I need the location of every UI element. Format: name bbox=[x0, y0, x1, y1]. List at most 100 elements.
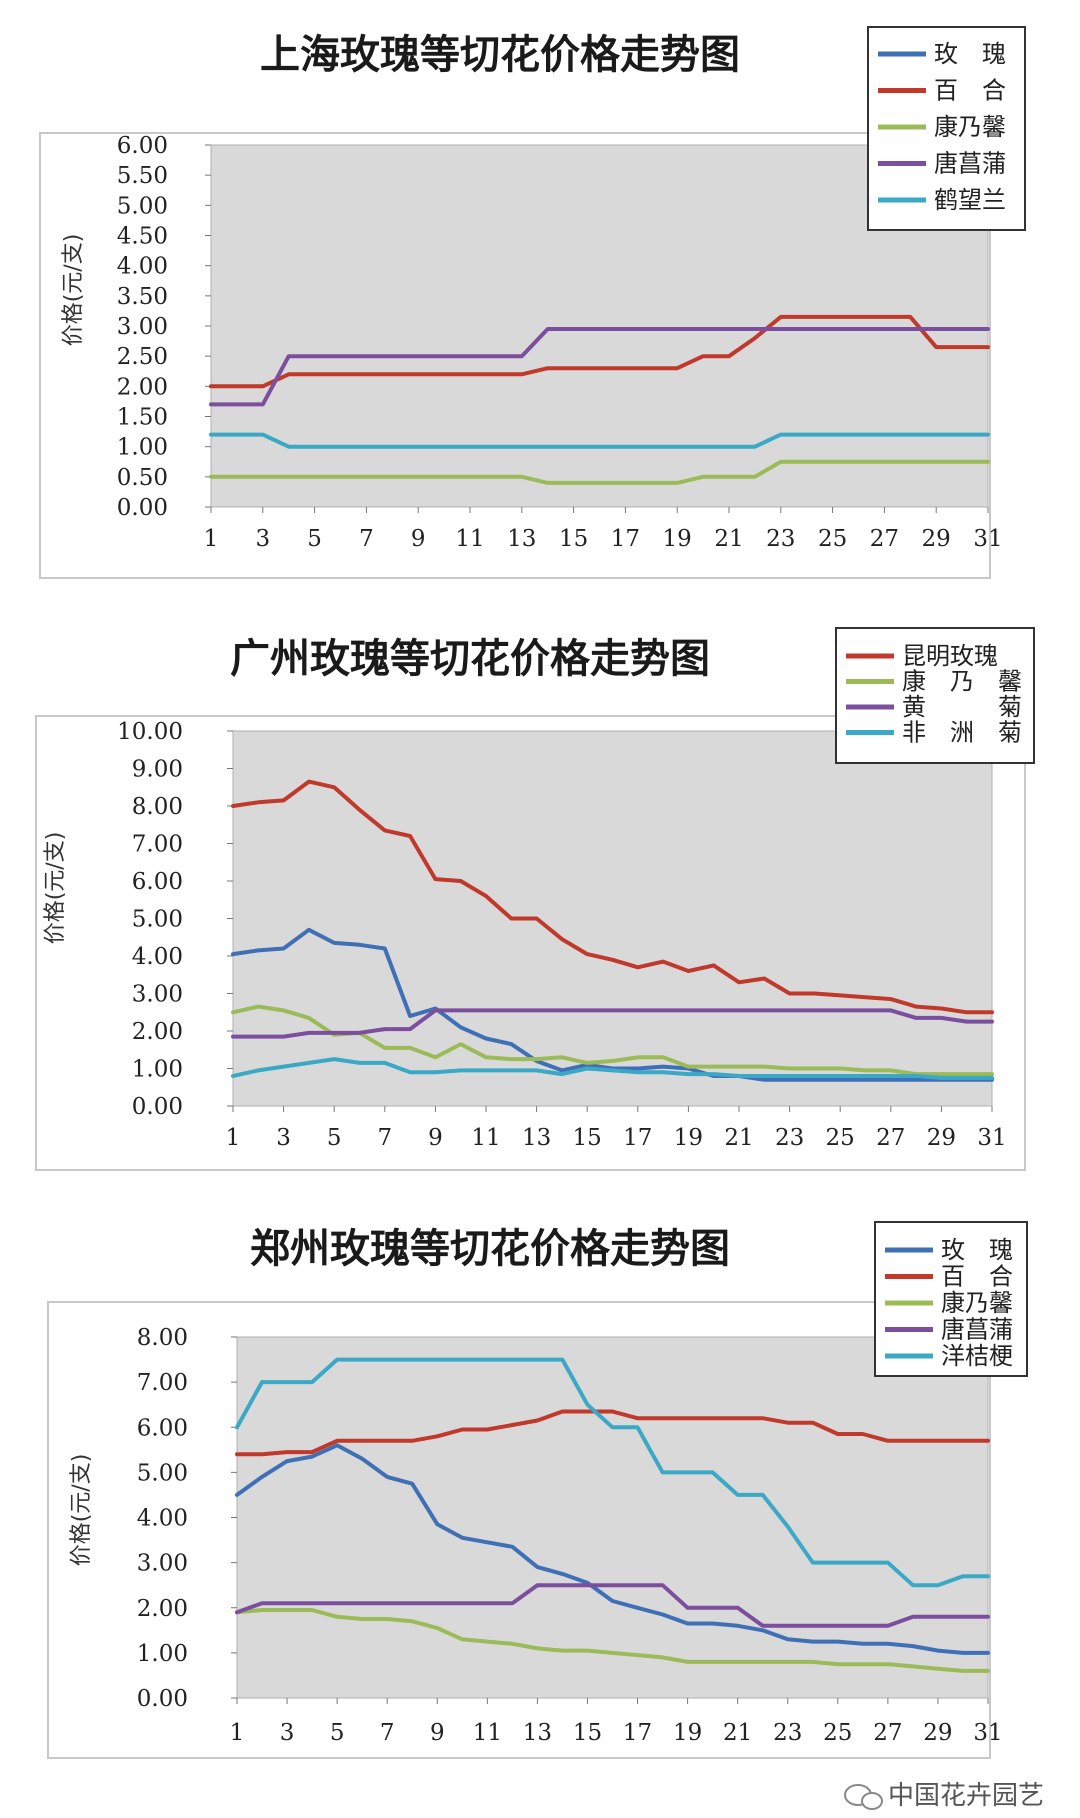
x-tick-label: 7 bbox=[380, 1720, 395, 1746]
y-tick-label: 0.00 bbox=[137, 1686, 188, 1712]
x-tick-label: 21 bbox=[714, 526, 743, 552]
x-tick-label: 25 bbox=[818, 526, 847, 552]
x-tick-label: 5 bbox=[330, 1720, 345, 1746]
x-tick-label: 31 bbox=[973, 1720, 1002, 1746]
y-tick-label: 3.00 bbox=[137, 1551, 188, 1577]
y-tick-label: 1.00 bbox=[117, 435, 168, 461]
x-tick-label: 27 bbox=[870, 526, 899, 552]
series-line-1 bbox=[235, 1443, 990, 1655]
y-tick-label: 5.00 bbox=[117, 193, 168, 219]
series-line-2 bbox=[231, 779, 994, 1015]
y-tick-label: 0.00 bbox=[132, 1094, 183, 1120]
x-tick-label: 19 bbox=[674, 1125, 703, 1151]
x-tick-label: 3 bbox=[255, 526, 270, 552]
legend-label: 玫 瑰 bbox=[941, 1236, 1013, 1264]
x-tick-label: 7 bbox=[359, 526, 374, 552]
y-tick-label: 2.00 bbox=[132, 1019, 183, 1045]
legend-label: 黄 菊 bbox=[902, 693, 1022, 721]
series-line-5 bbox=[231, 1057, 994, 1080]
x-tick-label: 5 bbox=[307, 526, 322, 552]
x-tick-label: 15 bbox=[559, 526, 588, 552]
x-tick-label: 19 bbox=[673, 1720, 702, 1746]
legend-label: 唐菖蒲 bbox=[934, 150, 1006, 178]
legend-label: 百 合 bbox=[934, 77, 1006, 105]
x-tick-label: 29 bbox=[923, 1720, 952, 1746]
x-tick-label: 3 bbox=[280, 1720, 295, 1746]
wechat-icon bbox=[844, 1784, 883, 1810]
y-axis-label: 价格(元/支) bbox=[43, 832, 68, 945]
y-tick-label: 4.00 bbox=[137, 1506, 188, 1532]
x-tick-label: 17 bbox=[623, 1720, 652, 1746]
series-line-2 bbox=[235, 1409, 990, 1457]
x-tick-label: 1 bbox=[204, 526, 219, 552]
y-tick-label: 6.00 bbox=[137, 1415, 188, 1441]
x-tick-label: 25 bbox=[826, 1125, 855, 1151]
y-tick-label: 8.00 bbox=[137, 1325, 188, 1351]
x-tick-label: 17 bbox=[611, 526, 640, 552]
x-tick-label: 31 bbox=[977, 1125, 1006, 1151]
x-tick-label: 27 bbox=[876, 1125, 905, 1151]
x-tick-label: 19 bbox=[663, 526, 692, 552]
x-tick-label: 1 bbox=[226, 1125, 241, 1151]
x-tick-label: 13 bbox=[523, 1720, 552, 1746]
series-line-4 bbox=[231, 1008, 994, 1039]
legend-label: 非 洲 菊 bbox=[902, 719, 1022, 747]
x-tick-label: 29 bbox=[922, 526, 951, 552]
y-tick-label: 1.50 bbox=[117, 405, 168, 431]
legend-box bbox=[835, 627, 1035, 764]
y-tick-label: 0.00 bbox=[117, 495, 168, 521]
x-tick-label: 29 bbox=[927, 1125, 956, 1151]
x-tick-label: 13 bbox=[507, 526, 536, 552]
legend-label: 玫 瑰 bbox=[934, 40, 1006, 68]
legend-label: 洋桔梗 bbox=[941, 1342, 1013, 1370]
y-tick-label: 4.50 bbox=[117, 224, 168, 250]
series-line-5 bbox=[235, 1357, 990, 1588]
legend-label: 唐菖蒲 bbox=[941, 1316, 1013, 1344]
x-tick-label: 9 bbox=[428, 1125, 443, 1151]
x-tick-label: 13 bbox=[522, 1125, 551, 1151]
y-tick-label: 0.50 bbox=[117, 465, 168, 491]
series-line-2 bbox=[209, 314, 990, 389]
x-tick-label: 17 bbox=[623, 1125, 652, 1151]
chart-title: 郑州玫瑰等切花价格走势图 bbox=[250, 1226, 730, 1272]
legend-label: 百 合 bbox=[941, 1263, 1013, 1291]
x-tick-label: 7 bbox=[377, 1125, 392, 1151]
y-tick-label: 6.00 bbox=[132, 869, 183, 895]
x-tick-label: 11 bbox=[471, 1125, 500, 1151]
series-line-5 bbox=[209, 432, 990, 449]
x-tick-label: 31 bbox=[973, 526, 1002, 552]
series-line-3 bbox=[235, 1608, 990, 1673]
series-line-4 bbox=[209, 327, 990, 407]
y-tick-label: 3.50 bbox=[117, 284, 168, 310]
legend-label: 康 乃 馨 bbox=[902, 668, 1022, 696]
x-tick-label: 21 bbox=[724, 1125, 753, 1151]
y-axis-label: 价格(元/支) bbox=[61, 234, 86, 347]
y-axis-label: 价格(元/支) bbox=[69, 1454, 94, 1567]
y-tick-label: 7.00 bbox=[132, 832, 183, 858]
x-tick-label: 1 bbox=[230, 1720, 245, 1746]
legend-label: 昆明玫瑰 bbox=[902, 642, 998, 670]
x-tick-label: 23 bbox=[773, 1720, 802, 1746]
plot-area bbox=[232, 730, 993, 1107]
x-tick-label: 21 bbox=[723, 1720, 752, 1746]
y-tick-label: 2.00 bbox=[117, 374, 168, 400]
x-tick-label: 25 bbox=[823, 1720, 852, 1746]
x-tick-label: 3 bbox=[276, 1125, 291, 1151]
y-tick-label: 6.00 bbox=[117, 133, 168, 159]
y-tick-label: 9.00 bbox=[132, 757, 183, 783]
series-line-3 bbox=[209, 459, 990, 485]
x-tick-label: 15 bbox=[573, 1125, 602, 1151]
x-tick-label: 23 bbox=[775, 1125, 804, 1151]
y-tick-label: 5.00 bbox=[132, 907, 183, 933]
y-tick-label: 1.00 bbox=[132, 1057, 183, 1083]
y-tick-label: 2.00 bbox=[137, 1596, 188, 1622]
legend-label: 康乃馨 bbox=[934, 113, 1006, 141]
watermark: 中国花卉园艺 bbox=[844, 1781, 1044, 1811]
y-tick-label: 8.00 bbox=[132, 794, 183, 820]
